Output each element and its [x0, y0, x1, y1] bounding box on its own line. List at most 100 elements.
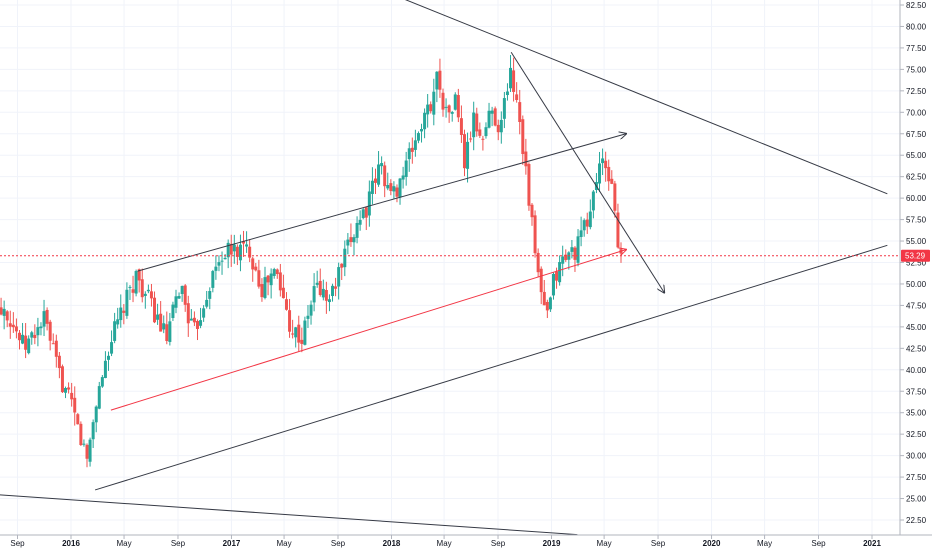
candle-body — [284, 299, 288, 310]
y-tick-label: 25.00 — [906, 495, 927, 504]
candle-body — [340, 263, 344, 268]
candle-body — [377, 164, 381, 185]
trendline-descending-resistance[interactable] — [89, 0, 888, 195]
y-tick-label: 50.00 — [906, 280, 927, 289]
candle-body — [24, 335, 28, 350]
candle-body — [481, 138, 485, 140]
y-tick-label: 55.00 — [906, 237, 927, 246]
candle-body — [48, 321, 52, 341]
y-axis[interactable]: 82.50 80.00 77.50 75.00 72.50 70.00 67.50 65.00… — [900, 1, 927, 525]
candle-body — [576, 236, 580, 263]
candle-body — [113, 321, 117, 341]
candle-body — [140, 279, 144, 298]
x-tick-label: 2017 — [223, 539, 241, 548]
x-tick-label: Sep — [331, 539, 346, 548]
candle-body — [235, 246, 239, 257]
candle-body — [186, 303, 190, 324]
trendline-support[interactable] — [110, 250, 626, 411]
candle-body — [505, 91, 509, 96]
candle-body — [242, 241, 246, 244]
x-axis[interactable]: Sep 2016 May Sep 2017 May Sep 2018 May Sep 2019 May… — [10, 535, 881, 548]
candle-body — [177, 296, 181, 299]
candle-body — [303, 320, 307, 345]
candle-body — [512, 70, 516, 92]
candle-body — [17, 332, 21, 341]
candle-body — [88, 439, 92, 462]
candle-body — [251, 258, 255, 270]
candle-body — [426, 104, 430, 115]
candle-body — [238, 244, 242, 261]
candle-body — [588, 211, 592, 228]
candle-body — [392, 186, 396, 192]
candle-body — [76, 414, 80, 425]
candle-body — [585, 219, 589, 227]
candle-body — [0, 307, 3, 315]
y-tick-label: 42.50 — [906, 344, 927, 353]
candle-body — [453, 94, 457, 110]
candle-body — [205, 299, 209, 307]
trendline-lower-channel[interactable] — [94, 244, 888, 491]
x-tick-label: 2016 — [62, 539, 80, 548]
price-candles — [0, 55, 623, 468]
candle-body — [260, 284, 264, 298]
y-tick-label: 27.50 — [906, 473, 927, 482]
candle-body — [456, 95, 460, 118]
candle-body — [383, 165, 387, 187]
y-tick-label: 67.50 — [906, 130, 927, 139]
candle-body — [573, 247, 577, 260]
y-tick-label: 40.00 — [906, 366, 927, 375]
trendline-upper-channel[interactable] — [137, 134, 626, 272]
trendline-bottom-line[interactable] — [0, 494, 578, 535]
candle-body — [466, 141, 470, 169]
candle-body — [334, 286, 338, 289]
candle-body — [447, 105, 451, 113]
candle-body — [355, 222, 359, 238]
candle-body — [125, 289, 129, 316]
candle-body — [524, 151, 528, 167]
candle-body — [309, 304, 313, 316]
candle-body — [545, 301, 549, 311]
candle-body — [416, 133, 420, 141]
x-tick-label: Sep — [171, 539, 186, 548]
candle-body — [73, 397, 77, 413]
y-tick-label: 75.00 — [906, 65, 927, 74]
candle-body — [85, 444, 89, 459]
candle-body — [159, 313, 163, 332]
candle-body — [122, 310, 126, 313]
candle-body — [116, 319, 120, 325]
candle-body — [493, 108, 497, 126]
candle-body — [300, 339, 304, 344]
candle-body — [217, 262, 221, 266]
y-tick-label: 57.50 — [906, 216, 927, 225]
candle-body — [275, 269, 279, 275]
candle-body — [266, 275, 270, 283]
candle-body — [45, 309, 49, 324]
candle-body — [315, 282, 319, 285]
last-price-label: 53.29 — [901, 249, 930, 262]
y-tick-label: 52.50 — [906, 259, 927, 268]
candle-body — [349, 237, 353, 243]
candle-body — [423, 112, 427, 130]
candle-body — [548, 297, 552, 310]
candle-body — [36, 327, 40, 336]
trendline-peak-descent[interactable] — [510, 51, 664, 292]
candle-body — [183, 285, 187, 305]
candle-body — [128, 286, 132, 288]
candle-body — [288, 310, 292, 332]
candle-body — [281, 287, 285, 299]
candle-body — [386, 185, 390, 189]
candle-body — [70, 392, 74, 400]
candle-body — [263, 277, 267, 298]
candle-body — [54, 340, 58, 357]
candle-body — [478, 129, 482, 136]
candle-body — [598, 163, 602, 184]
candle-body — [189, 318, 193, 321]
trendlines[interactable] — [0, 0, 888, 535]
candle-body — [561, 256, 565, 264]
x-tick-label: 2019 — [543, 539, 561, 548]
last-price-label-text: 53.29 — [905, 252, 926, 261]
candle-body — [361, 209, 365, 219]
candle-body — [429, 104, 433, 112]
candle-body — [352, 237, 356, 243]
